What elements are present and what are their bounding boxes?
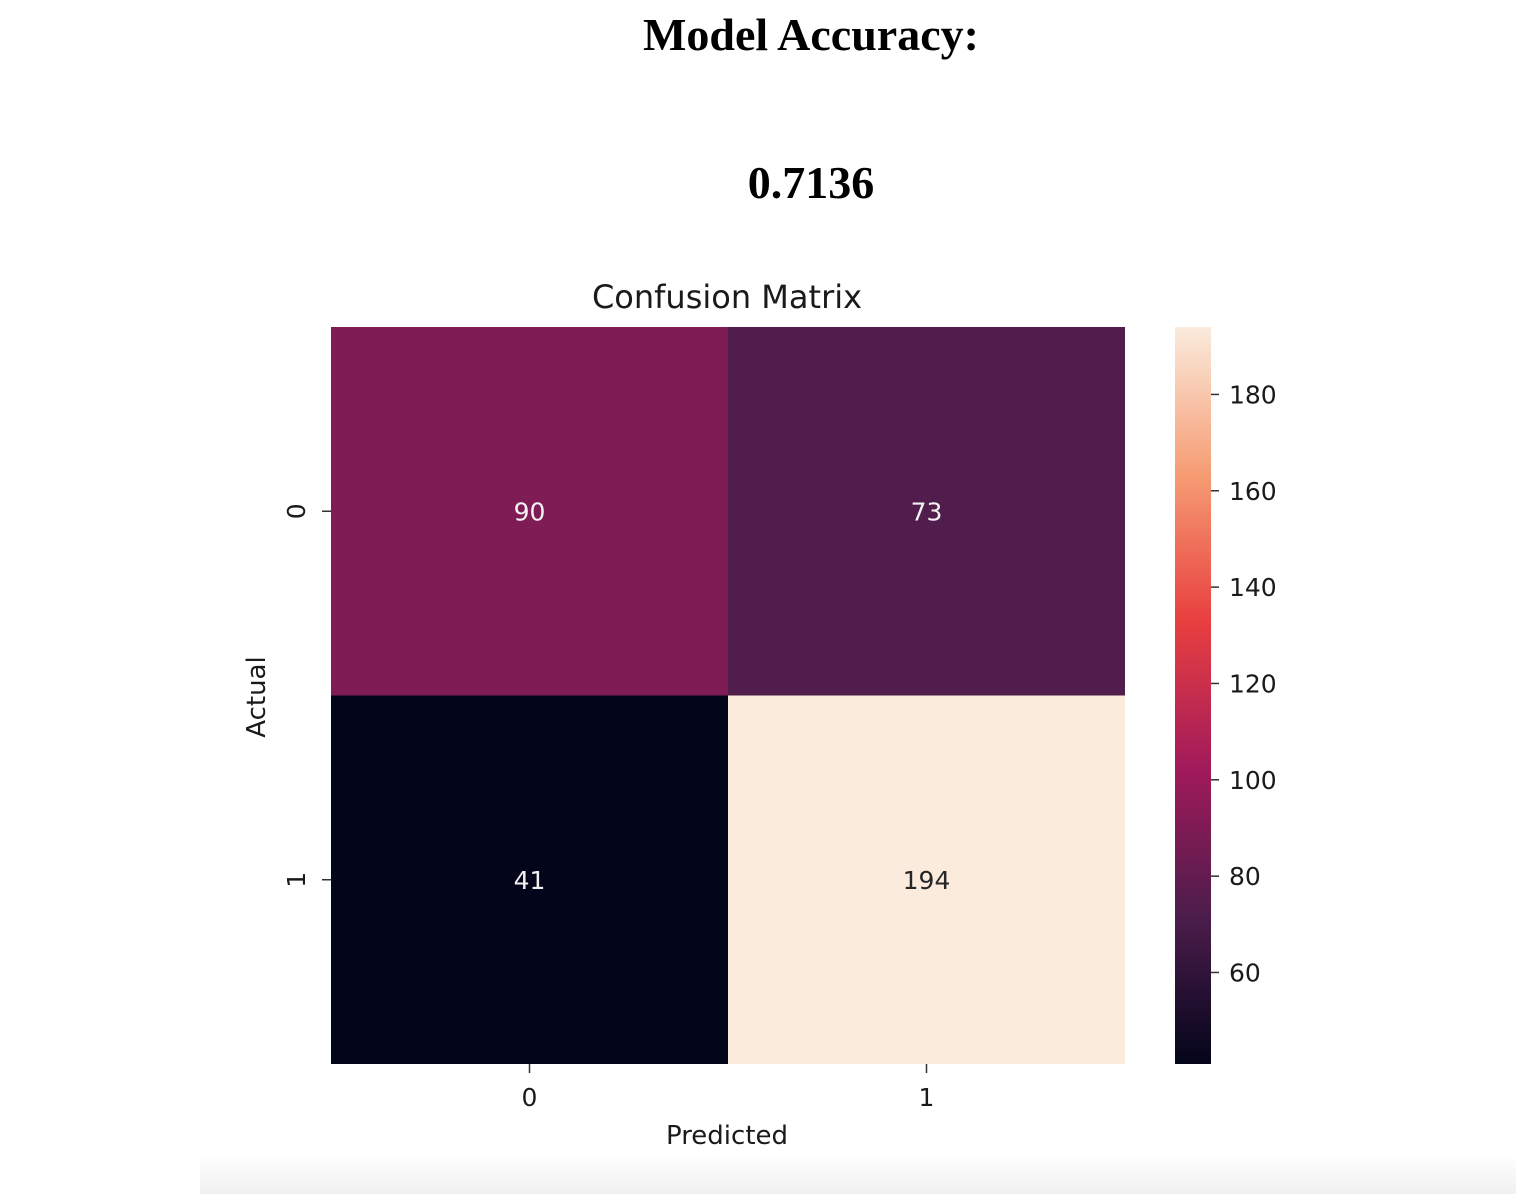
cell-value-label: 194 — [903, 866, 951, 895]
cell-value-label: 41 — [514, 866, 546, 895]
x-tick-label: 1 — [919, 1083, 935, 1112]
cell-value-label: 73 — [911, 497, 943, 526]
chart-title: Confusion Matrix — [592, 278, 862, 316]
accuracy-value: 0.7136 — [747, 157, 875, 208]
heatmap-cell — [728, 327, 1125, 696]
x-axis-label: Predicted — [666, 1121, 788, 1151]
colorbar-bar — [1175, 327, 1211, 1064]
colorbar-tick-label: 180 — [1229, 380, 1277, 409]
colorbar-tick-label: 160 — [1229, 477, 1277, 506]
y-axis-label: Actual — [242, 656, 272, 737]
colorbar-tick-label: 60 — [1229, 958, 1261, 987]
y-tick-label: 0 — [282, 503, 311, 519]
colorbar-tick-label: 120 — [1229, 669, 1277, 698]
heatmap-cells: 90 73 41 194 — [331, 327, 1125, 1064]
y-tick-label: 1 — [282, 872, 311, 888]
colorbar-ticks: 60 80 100 120 140 160 180 — [1211, 380, 1277, 987]
x-tick-label: 0 — [522, 1083, 538, 1112]
heatmap-cell — [331, 695, 728, 1064]
colorbar-tick-label: 80 — [1229, 862, 1261, 891]
cell-value-label: 90 — [514, 497, 546, 526]
colorbar — [1175, 327, 1211, 1064]
colorbar-tick-label: 100 — [1229, 766, 1277, 795]
heatmap-cell — [728, 695, 1125, 1064]
colorbar-tick-label: 140 — [1229, 573, 1277, 602]
heatmap-cell — [331, 327, 728, 696]
accuracy-title: Model Accuracy: — [643, 9, 979, 60]
y-axis: 01 — [282, 503, 331, 888]
